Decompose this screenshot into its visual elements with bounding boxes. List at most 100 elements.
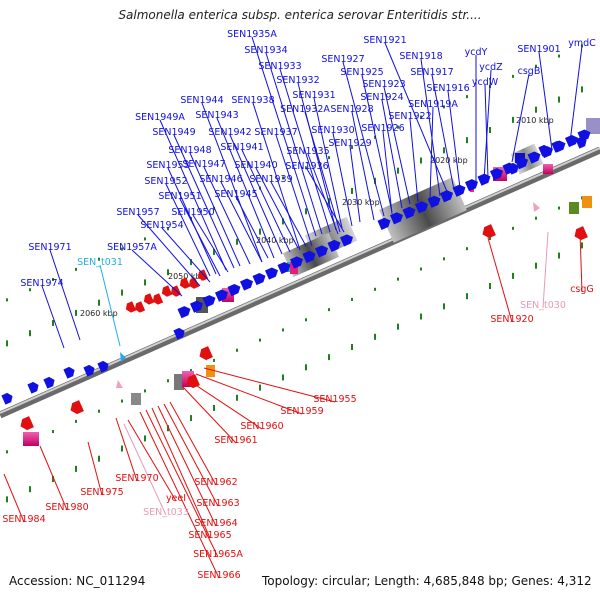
gene-label-forward: SEN1931 xyxy=(292,90,335,101)
gene-label-forward: SEN1940 xyxy=(234,160,277,171)
gene-label-forward: SEN1938 xyxy=(231,95,274,106)
track-dot xyxy=(121,399,123,403)
leader-line xyxy=(167,167,217,275)
track-dot xyxy=(351,187,353,194)
track-dot xyxy=(374,135,376,139)
gene-label-reverse: SEN1965A xyxy=(193,549,243,560)
leader-line xyxy=(127,419,177,502)
track-dot xyxy=(351,297,353,301)
track-dot xyxy=(213,248,215,255)
track-dot xyxy=(121,445,123,452)
gene-label-forward: SEN1953 xyxy=(146,160,189,171)
leader-line xyxy=(342,61,385,217)
forward-gene-arrow xyxy=(314,245,328,258)
reverse-strand-genes xyxy=(20,224,588,431)
gene-label-reverse: yeeI xyxy=(166,493,186,504)
leader-line xyxy=(384,42,449,195)
forward-gene-arrow xyxy=(452,184,466,197)
track-dot xyxy=(305,166,307,170)
forward-gene-arrow xyxy=(1,392,13,405)
forward-gene-arrow xyxy=(575,136,587,149)
reverse-gene-arrow xyxy=(20,416,34,431)
forward-gene-arrow xyxy=(507,162,519,175)
track-dot xyxy=(236,348,238,352)
gene-label-forward: SEN1946 xyxy=(199,174,242,185)
track-dot xyxy=(535,64,537,68)
leader-line xyxy=(131,249,183,297)
leader-line xyxy=(139,411,220,579)
map-title: Salmonella enterica subsp. enterica sero… xyxy=(118,8,482,22)
leader-line xyxy=(181,385,237,444)
gene-label-forward: SEN1930 xyxy=(311,125,354,136)
leader-line xyxy=(429,106,434,199)
track-dot xyxy=(75,419,77,423)
leader-line xyxy=(252,102,301,251)
leader-line xyxy=(349,145,361,223)
track-dot xyxy=(581,44,583,48)
gene-label-forward: SEN1919A xyxy=(408,99,458,110)
reverse-gene-arrow xyxy=(143,293,155,305)
track-dot xyxy=(6,496,8,503)
forward-gene-arrow xyxy=(302,250,316,264)
leader-line xyxy=(542,231,549,309)
leader-line xyxy=(41,285,65,349)
forward-gene-arrow xyxy=(239,278,253,291)
leader-line xyxy=(216,117,275,259)
gene-label-forward: SEN1954 xyxy=(140,220,183,231)
track-dot xyxy=(512,272,514,279)
track-dot xyxy=(558,96,560,103)
track-dot xyxy=(558,252,560,259)
track-dot xyxy=(259,338,261,342)
leader-line xyxy=(383,86,411,205)
forward-gene-arrow xyxy=(377,217,391,230)
leader-line xyxy=(332,132,353,227)
gene-label-forward: SEN1918 xyxy=(399,51,442,62)
track-dot xyxy=(420,313,422,320)
leader-line xyxy=(161,227,211,283)
track-dot xyxy=(121,289,123,296)
gene-label-trna: SEN_t030 xyxy=(520,300,566,311)
track-dot xyxy=(75,465,77,472)
leader-line xyxy=(447,90,461,189)
reverse-gene-arrow xyxy=(188,277,200,289)
gene-label-forward: SEN1945 xyxy=(214,189,257,200)
gene-label-forward: SEN1949 xyxy=(152,127,195,138)
gene-label-reverse: SEN1961 xyxy=(214,435,257,446)
track-dot xyxy=(305,364,307,371)
track-dot xyxy=(443,303,445,310)
gene-label-reverse: SEN1960 xyxy=(240,421,283,432)
track-dot xyxy=(282,218,284,225)
leader-line xyxy=(265,52,323,235)
leader-line xyxy=(484,84,489,179)
forward-gene-arrow xyxy=(189,300,203,313)
forward-strand-genes xyxy=(1,129,591,405)
track-dot xyxy=(190,259,192,266)
leader-line xyxy=(159,119,227,271)
accession-text: Accession: NC_011294 xyxy=(9,574,146,588)
leader-line xyxy=(165,183,211,277)
track-dot xyxy=(374,287,376,291)
kbp-tick-2030: 2030 kbp xyxy=(342,198,380,207)
forward-gene-arrow xyxy=(414,201,428,214)
track-dot xyxy=(6,450,8,454)
gene-label-forward: SEN1957 xyxy=(116,207,159,218)
leader-line xyxy=(351,111,375,221)
leader-line xyxy=(39,445,68,511)
leader-line xyxy=(409,118,419,203)
leader-line xyxy=(203,367,336,403)
leader-line xyxy=(251,36,317,237)
track-dot xyxy=(466,293,468,300)
track-dot xyxy=(512,226,514,230)
track-dot xyxy=(282,374,284,381)
forward-gene-arrow xyxy=(389,212,403,225)
leader-line xyxy=(137,214,201,287)
leader-line xyxy=(511,73,530,163)
forward-gene-arrow xyxy=(477,173,491,186)
gene-label-reverse: SEN1963 xyxy=(196,498,239,509)
gene-label-forward: SEN1928 xyxy=(330,104,373,115)
track-dot xyxy=(52,320,54,327)
reverse-gene-arrow xyxy=(134,301,146,313)
leader-line xyxy=(275,134,313,247)
track-dot xyxy=(581,242,583,249)
leader-line xyxy=(163,403,219,507)
